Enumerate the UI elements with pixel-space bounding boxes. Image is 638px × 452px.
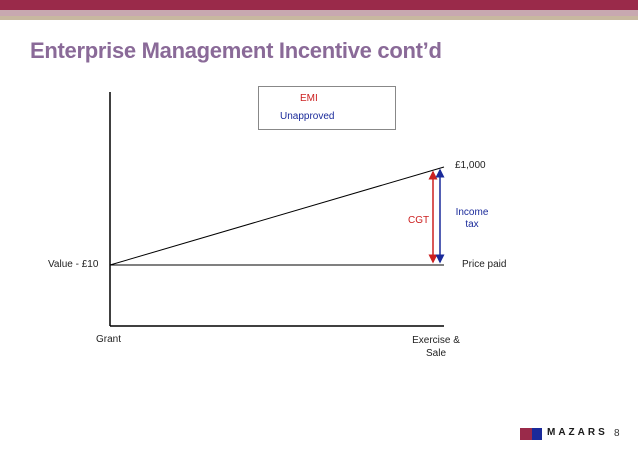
exercise-sale-label: Exercise & Sale: [404, 334, 468, 360]
legend-unapproved-label: Unapproved: [280, 111, 335, 122]
mazars-logo-text: MAZARS: [547, 427, 608, 438]
page-number: 8: [614, 428, 620, 439]
legend-box: [258, 86, 396, 130]
value-label: Value - £10: [48, 259, 99, 270]
mazars-logo-mark-secondary-icon: [532, 428, 542, 440]
header-band-top: [0, 0, 638, 10]
income-tax-label-line1: Income: [455, 207, 489, 218]
top-value-label: £1,000: [455, 160, 486, 171]
exercise-sale-label-line2: Sale: [425, 348, 446, 359]
legend-emi-label: EMI: [300, 93, 318, 104]
price-paid-label: Price paid: [462, 259, 507, 270]
value-growth-line: [109, 166, 445, 266]
header-band-lower: [0, 16, 638, 20]
income-tax-label: Income tax: [450, 207, 494, 231]
header-band-middle: [0, 10, 638, 16]
mazars-logo-mark-icon: [520, 428, 532, 440]
cgt-label: CGT: [408, 215, 430, 226]
slide-title: Enterprise Management Incentive cont’d: [30, 38, 442, 63]
exercise-sale-label-line1: Exercise &: [412, 335, 460, 346]
income-tax-label-line2: tax: [465, 219, 479, 230]
grant-label: Grant: [96, 334, 122, 345]
